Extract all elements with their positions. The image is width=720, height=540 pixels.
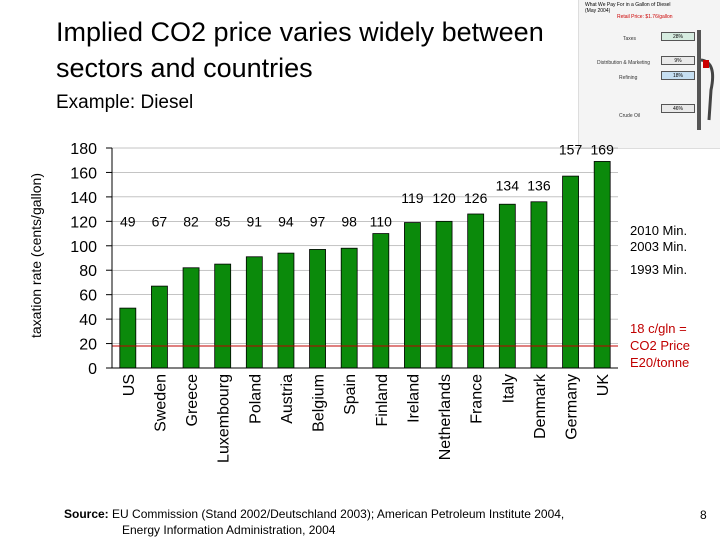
x-tick-label: Germany <box>564 374 581 440</box>
co2-annotation-line: CO2 Price <box>630 338 690 353</box>
source-note: Source: EU Commission (Stand 2002/Deutsc… <box>64 506 654 538</box>
x-tick-label: France <box>469 374 486 424</box>
source-text-line2: Energy Information Administration, 2004 <box>122 523 336 537</box>
bar-value-label: 97 <box>310 213 326 229</box>
bar-value-label: 85 <box>215 213 231 229</box>
bar-poland <box>245 256 263 369</box>
y-tick-label: 120 <box>70 214 97 231</box>
y-tick-label: 40 <box>79 312 97 329</box>
legend-2010-min: 2010 Min. <box>630 223 688 238</box>
bar-belgium <box>309 249 326 369</box>
inset-row-label: Distribution & Marketing <box>597 60 651 66</box>
bar-denmark <box>530 201 548 369</box>
bar-value-label: 157 <box>559 141 583 157</box>
bar-greece <box>182 267 200 369</box>
inset-row-value: 28% <box>661 32 695 41</box>
diesel-tax-bar-chart: 49 67 82 85 91 94 97 98 110 119 120 126 134 136 157 169… <box>70 141 618 463</box>
inset-title: What We Pay For in a Gallon of Diesel (M… <box>585 2 671 14</box>
y-tick-label: 140 <box>70 190 97 207</box>
x-tick-label: Ireland <box>405 374 422 423</box>
bar-germany <box>562 175 579 369</box>
co2-annotation-line: E20/tonne <box>630 355 690 370</box>
bar-austria <box>277 252 295 369</box>
bar-value-label: 136 <box>527 178 551 194</box>
diesel-price-breakdown-inset: What We Pay For in a Gallon of Diesel (M… <box>578 0 720 149</box>
bar-italy <box>498 203 516 369</box>
bar-value-label: 169 <box>591 141 615 157</box>
bar-value-label: 67 <box>152 213 168 229</box>
source-text-line1: EU Commission (Stand 2002/Deutschland 20… <box>112 507 565 521</box>
bar-us <box>119 307 137 369</box>
y-tick-label: 100 <box>70 239 97 256</box>
legend-1993-min: 1993 Min. <box>630 262 688 277</box>
x-tick-label: Luxembourg <box>216 374 233 463</box>
bar-value-label: 119 <box>401 190 424 206</box>
x-tick-label: Poland <box>247 374 264 424</box>
bar-value-label: 82 <box>183 213 199 229</box>
fuel-pump-icon <box>697 30 715 130</box>
page-subtitle: Example: Diesel <box>56 92 194 113</box>
co2-price-annotation: 18 c/gln = CO2 Price E20/tonne <box>630 320 690 371</box>
y-axis-label: taxation rate (cents/gallon) <box>28 173 44 338</box>
y-tick-label: 60 <box>79 288 97 305</box>
bar-uk <box>593 161 611 369</box>
inset-row-value: 18% <box>661 71 695 80</box>
x-tick-label: Sweden <box>152 374 169 432</box>
bar-value-label: 126 <box>464 190 488 206</box>
bar-spain <box>340 247 358 369</box>
x-tick-label: Finland <box>374 374 391 426</box>
inset-retail-price: Retail Price: $1.76/gallon <box>617 14 673 20</box>
y-tick-label: 80 <box>79 263 97 280</box>
inset-row-value: 9% <box>661 56 695 65</box>
co2-annotation-line: 18 c/gln = <box>630 321 687 336</box>
bar-value-label: 110 <box>370 213 393 229</box>
bar-finland <box>372 233 390 369</box>
x-tick-label: Italy <box>500 374 517 403</box>
source-label: Source: <box>64 507 109 521</box>
x-tick-label: Spain <box>342 374 359 415</box>
inset-row-label: Crude Oil <box>619 113 641 119</box>
legend-2003-min: 2003 Min. <box>630 239 688 254</box>
bar-value-label: 49 <box>120 213 136 229</box>
page-title: Implied CO2 price varies widely between … <box>56 17 544 83</box>
bar-luxembourg <box>214 263 232 369</box>
bar-sweden <box>151 285 168 369</box>
bar-value-label: 98 <box>341 213 357 229</box>
inset-row-label: Refining <box>619 75 638 81</box>
y-tick-label: 0 <box>88 361 97 378</box>
inset-row-value: 46% <box>661 104 695 113</box>
bar-value-label: 134 <box>496 178 520 194</box>
x-tick-label: Greece <box>184 374 201 427</box>
bar-france <box>467 213 485 369</box>
bar-value-label: 120 <box>432 190 456 206</box>
x-tick-label: Austria <box>279 374 296 424</box>
x-tick-label: UK <box>595 374 612 397</box>
bar-value-label: 91 <box>247 213 263 229</box>
x-tick-label: Denmark <box>532 373 549 439</box>
y-tick-label: 20 <box>79 337 97 354</box>
inset-row-label: Taxes <box>623 36 637 42</box>
x-tick-label: Belgium <box>311 374 328 432</box>
bar-value-label: 94 <box>278 213 294 229</box>
y-tick-label: 160 <box>70 165 97 182</box>
page-number: 8 <box>700 508 707 522</box>
x-tick-label: US <box>121 374 138 396</box>
x-tick-label: Netherlands <box>437 374 454 460</box>
y-tick-label: 180 <box>70 141 97 158</box>
